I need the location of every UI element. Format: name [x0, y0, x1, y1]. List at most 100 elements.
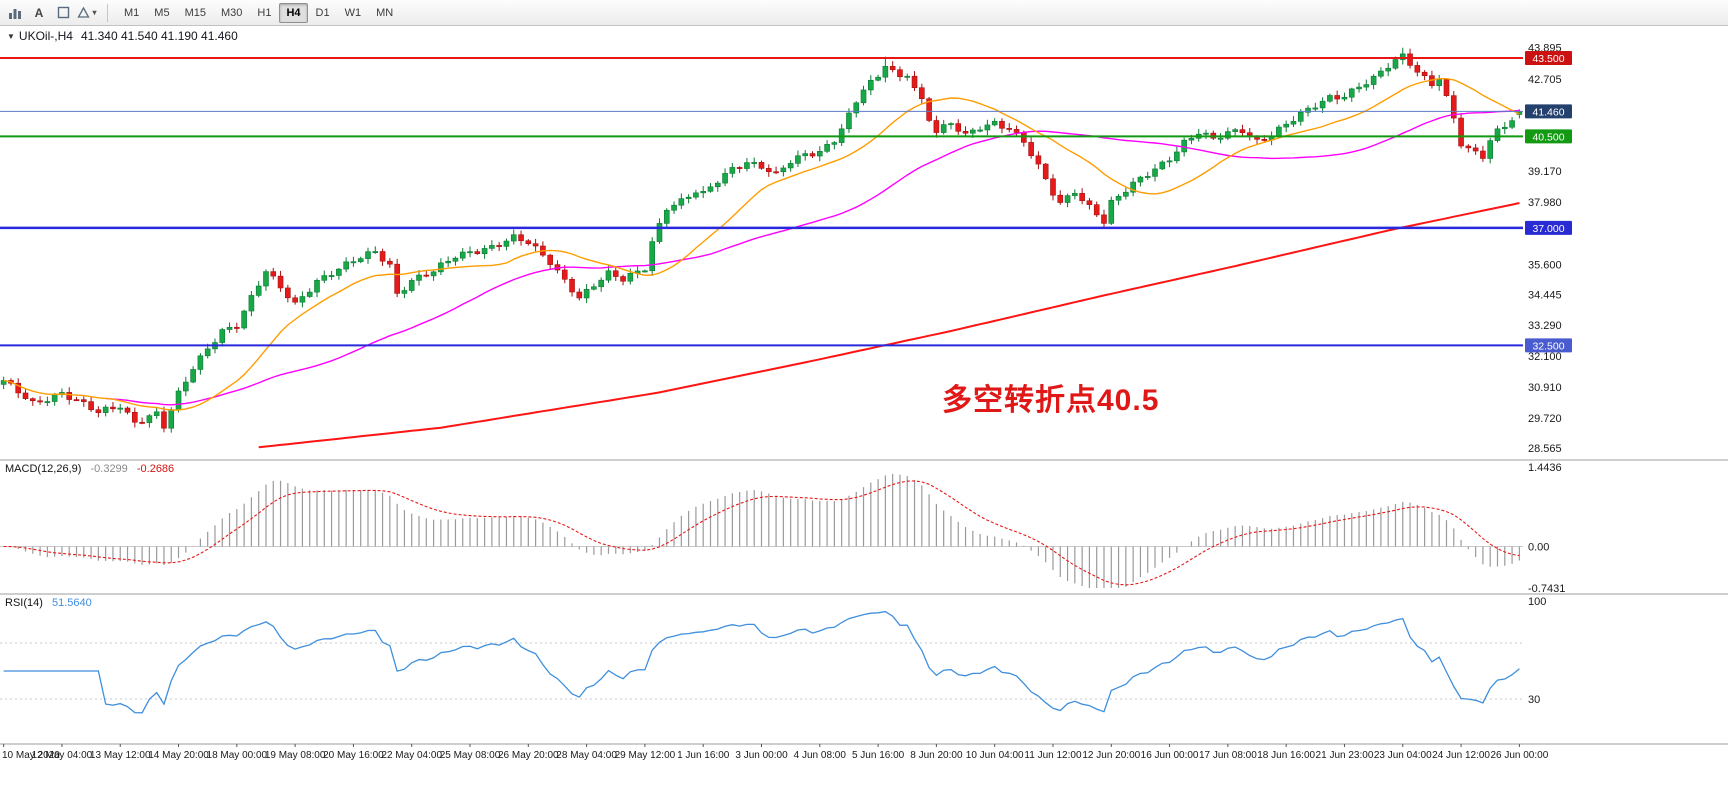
- candle-body: [714, 182, 721, 188]
- tf-button-h1[interactable]: H1: [250, 3, 278, 23]
- candle-body: [408, 280, 415, 291]
- objects-icon-button[interactable]: [52, 3, 74, 23]
- candle-body: [700, 191, 707, 194]
- candle-body: [438, 262, 444, 273]
- time-axis-label: 17 Jun 08:00: [1199, 750, 1257, 761]
- tf-button-m15[interactable]: M15: [178, 3, 213, 23]
- candle-body: [1232, 129, 1238, 132]
- time-axis-label: 26 May 20:00: [498, 750, 559, 761]
- candle-body: [1028, 142, 1034, 157]
- candle-body: [328, 275, 335, 277]
- candle-body: [285, 287, 291, 299]
- price-axis-label: 34.445: [1528, 290, 1562, 302]
- candle-body: [1188, 137, 1195, 141]
- price-axis-label: 29.720: [1528, 413, 1562, 425]
- time-axis-label: 12 Jun 20:00: [1082, 750, 1140, 761]
- candle-body: [889, 66, 896, 71]
- candle-body: [110, 406, 116, 410]
- macd-name: MACD(12,26,9): [5, 463, 82, 475]
- candle-body: [1341, 96, 1348, 100]
- price-badge-32.500: [1525, 338, 1572, 353]
- candle-body: [44, 401, 51, 404]
- candle-body: [95, 409, 102, 413]
- candle-body: [685, 196, 692, 199]
- time-axis-label: 1 Jun 16:00: [677, 750, 730, 761]
- candle-body: [22, 392, 29, 399]
- candle-body: [1013, 129, 1020, 133]
- candle-body: [1487, 140, 1494, 159]
- rsi-scale-label: 30: [1528, 694, 1540, 706]
- price-chart-svg[interactable]: 43.89542.70539.17037.98035.60034.44533.2…: [0, 26, 1728, 793]
- price-axis-label: 35.600: [1528, 259, 1562, 271]
- candle-body: [612, 270, 619, 277]
- candle-body: [270, 271, 277, 277]
- price-badge-43.500: [1525, 51, 1572, 66]
- tf-button-m1[interactable]: M1: [117, 3, 146, 23]
- time-axis-label: 18 May 00:00: [207, 750, 268, 761]
- candle-body: [1203, 132, 1209, 135]
- time-axis-label: 28 May 04:00: [556, 750, 617, 761]
- candle-body: [736, 167, 743, 169]
- candle-body: [88, 401, 94, 411]
- candle-body: [226, 327, 233, 330]
- candle-body: [1421, 71, 1428, 77]
- candle-body: [787, 163, 794, 169]
- candle-body: [955, 123, 962, 132]
- candle-body: [153, 411, 160, 416]
- candle-body: [744, 162, 750, 169]
- tf-button-m5[interactable]: M5: [147, 3, 176, 23]
- candle-body: [591, 286, 597, 290]
- price-axis-label: 32.100: [1528, 351, 1562, 363]
- macd-signal-line: [3, 480, 1520, 586]
- symbol-title: UKOil-,H4: [18, 29, 73, 43]
- price-axis-label: 39.170: [1528, 166, 1562, 178]
- tf-button-h4[interactable]: H4: [279, 2, 308, 23]
- rsi-label: RSI(14) 51.5640: [5, 597, 98, 609]
- ohlc-values: 41.340 41.540 41.190 41.460: [80, 29, 238, 43]
- caret-down-icon: ▾: [92, 8, 97, 17]
- shapes-dropdown-button[interactable]: ▾: [76, 3, 98, 23]
- time-axis-label: 10 Jun 04:00: [966, 750, 1024, 761]
- candle-body: [1057, 194, 1064, 203]
- text-tool-button[interactable]: A: [28, 3, 50, 23]
- tf-button-d1[interactable]: D1: [309, 3, 337, 23]
- candle-body: [1363, 84, 1370, 88]
- tf-button-m30[interactable]: M30: [214, 3, 249, 23]
- candle-body: [306, 291, 313, 297]
- candle-body: [445, 260, 451, 264]
- candle-body: [598, 279, 604, 288]
- candle-body: [1378, 70, 1384, 77]
- candle-body: [29, 398, 36, 402]
- rsi-value: 51.5640: [51, 597, 92, 609]
- candle-body: [467, 251, 473, 254]
- candle-body: [350, 261, 357, 264]
- price-axis-label: 37.980: [1528, 197, 1562, 209]
- tf-button-mn[interactable]: MN: [369, 3, 400, 23]
- charts-icon-button[interactable]: [4, 3, 26, 23]
- candle-body: [168, 409, 175, 429]
- candle-body: [1443, 79, 1450, 96]
- dropdown-triangle-icon: ▼: [7, 31, 15, 41]
- macd-signal-value: -0.2686: [136, 463, 175, 475]
- candle-body: [561, 269, 568, 280]
- tf-button-w1[interactable]: W1: [338, 3, 369, 23]
- price-badge-label: 40.500: [1532, 131, 1564, 143]
- candle-body: [984, 124, 991, 131]
- candle-body: [853, 102, 860, 114]
- text-tool-label: A: [34, 5, 44, 20]
- candle-body: [1319, 100, 1326, 109]
- price-axis-label: 28.565: [1528, 443, 1562, 455]
- candle-body: [977, 129, 983, 132]
- candle-body: [430, 271, 437, 277]
- candle-body: [1407, 53, 1413, 66]
- toolbar: A ▾ M1 M5 M15 M30 H1 H4 D1 W1 MN: [0, 0, 1728, 26]
- macd-scale-label: -0.7431: [1528, 583, 1565, 595]
- candle-body: [649, 241, 655, 272]
- candle-body: [860, 89, 867, 104]
- candle-body: [234, 327, 240, 329]
- candle-body: [809, 153, 816, 157]
- time-axis-label: 25 May 08:00: [440, 750, 501, 761]
- candle-body: [802, 153, 809, 157]
- macd-label: MACD(12,26,9) -0.3299 -0.2686: [5, 463, 180, 475]
- candle-body: [1261, 139, 1268, 141]
